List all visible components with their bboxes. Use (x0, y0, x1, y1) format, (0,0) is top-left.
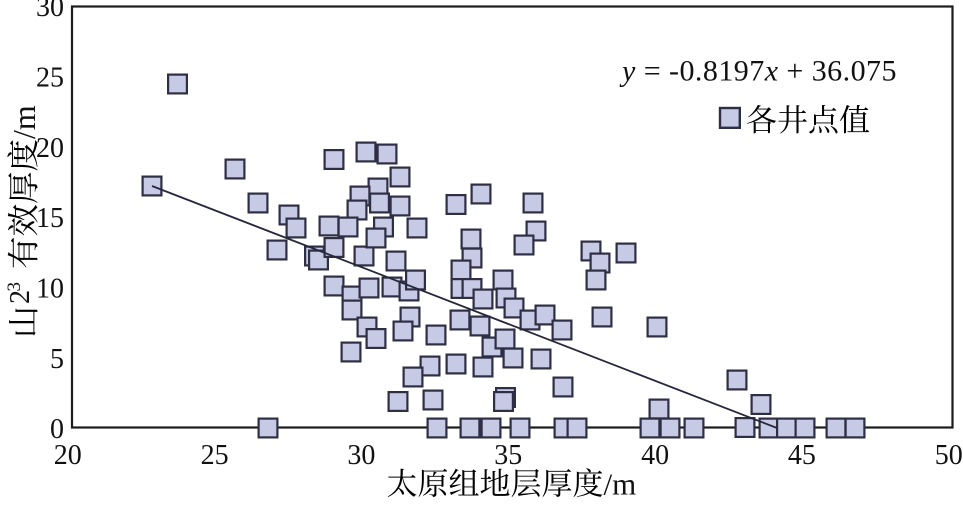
svg-text:20: 20 (54, 440, 82, 471)
svg-text:20: 20 (36, 133, 64, 164)
svg-text:30: 30 (347, 440, 375, 471)
svg-text:35: 35 (494, 440, 522, 471)
svg-text:25: 25 (36, 63, 64, 94)
svg-text:15: 15 (36, 203, 64, 234)
svg-text:y = -0.8197x + 36.075: y = -0.8197x + 36.075 (619, 54, 897, 87)
svg-text:25: 25 (201, 440, 229, 471)
svg-text:45: 45 (788, 440, 816, 471)
svg-text:5: 5 (50, 344, 64, 375)
svg-text:50: 50 (935, 440, 963, 471)
svg-text:30: 30 (36, 0, 64, 23)
svg-text:2: 2 (5, 290, 36, 304)
svg-text:0: 0 (50, 414, 64, 445)
svg-text:/m: /m (6, 105, 42, 139)
svg-text:/m: /m (604, 467, 637, 501)
svg-text:3: 3 (4, 282, 25, 292)
svg-text:10: 10 (36, 274, 64, 305)
svg-text:40: 40 (641, 440, 669, 471)
